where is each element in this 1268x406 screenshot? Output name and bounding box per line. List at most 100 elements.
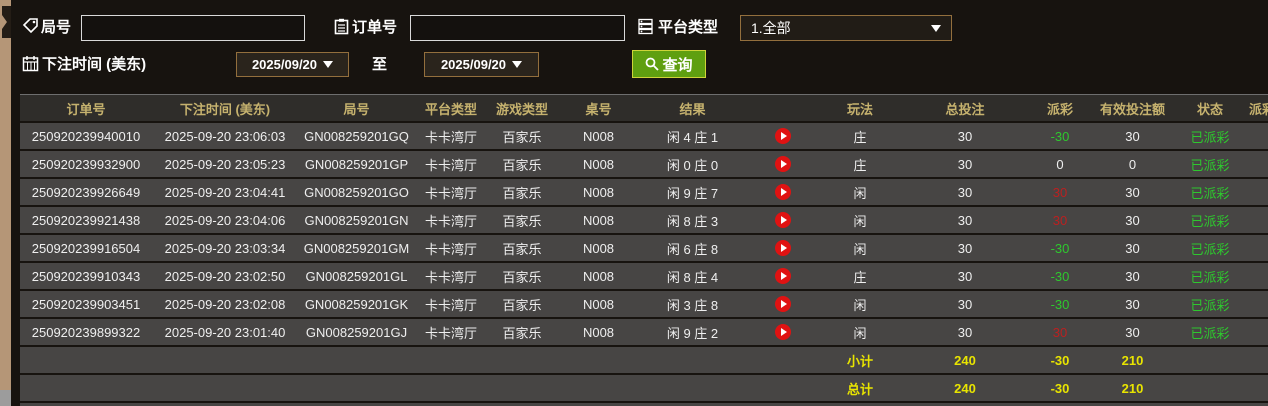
- cell-play-type: 庄: [853, 269, 867, 285]
- cell-total-bet: 30: [957, 240, 973, 256]
- play-icon: [780, 300, 787, 309]
- table-row[interactable]: 250920239926649 2025-09-20 23:04:41 GN0082…: [20, 179, 1268, 205]
- cell-bet-time: 2025-09-20 23:04:41: [164, 184, 286, 200]
- header-cell-1: 订单号: [66, 101, 106, 117]
- cell-platform: 卡卡湾厅: [424, 325, 477, 341]
- cell-valid-bet: 30: [1125, 128, 1140, 144]
- cell-table-no: N008: [582, 184, 615, 200]
- header-cell-6: 桌号: [585, 101, 612, 117]
- platform-type-label: 平台类型: [658, 19, 719, 36]
- cell-valid-bet: 30: [1125, 184, 1140, 200]
- play-video-button[interactable]: [774, 240, 791, 257]
- play-video-button[interactable]: [774, 296, 791, 313]
- cell-bet-time: 2025-09-20 23:01:40: [164, 324, 286, 340]
- cell-round-no: GN008259201GM: [303, 240, 410, 256]
- chevron-down-icon: [512, 61, 523, 68]
- cell-bet-time: 2025-09-20 23:06:03: [164, 128, 286, 144]
- play-video-button[interactable]: [774, 128, 791, 145]
- table-row[interactable]: 250920239940010 2025-09-20 23:06:03 GN0082…: [20, 123, 1268, 149]
- cell-platform: 卡卡湾厅: [424, 157, 477, 173]
- play-video-button[interactable]: [774, 184, 791, 201]
- chevron-down-icon: [931, 24, 941, 32]
- cell-round-no: GN008259201GN: [304, 212, 409, 228]
- table-row[interactable]: 250920239910343 2025-09-20 23:02:50 GN0082…: [20, 263, 1268, 289]
- table-row[interactable]: 250920239932900 2025-09-20 23:05:23 GN0082…: [20, 151, 1268, 177]
- cell-result: 闲 8 庄 3: [666, 213, 719, 229]
- header-cell-2: 下注时间 (美东): [179, 101, 271, 117]
- cell-video: [745, 324, 820, 341]
- cell-platform: 卡卡湾厅: [424, 129, 477, 145]
- date-from-value: 2025/09/20: [251, 57, 318, 72]
- cell-bet-time: 2025-09-20 23:05:23: [164, 156, 286, 172]
- subtotal-label: 小计: [846, 353, 873, 369]
- grand-total-total-bet: 240: [954, 380, 976, 396]
- grand-total-valid-bet: 210: [1121, 380, 1144, 396]
- grand-total-row: 总计 240 -30 210: [20, 375, 1268, 401]
- cell-status: 已派彩: [1190, 297, 1230, 313]
- cell-order-no: 250920239932900: [31, 156, 141, 172]
- cell-play-type: 闲: [853, 213, 867, 229]
- cell-table-no: N008: [582, 240, 615, 256]
- cell-total-bet: 30: [957, 128, 973, 144]
- cell-result: 闲 8 庄 4: [666, 269, 719, 285]
- cell-order-no: 250920239910343: [31, 268, 141, 284]
- platform-type-select[interactable]: 1.全部: [740, 15, 952, 41]
- cell-status: 已派彩: [1190, 129, 1230, 145]
- header-cell-5: 游戏类型: [495, 101, 548, 117]
- cell-valid-bet: 30: [1125, 240, 1140, 256]
- table-row[interactable]: 250920239903451 2025-09-20 23:02:08 GN0082…: [20, 291, 1268, 317]
- cell-total-bet: 30: [957, 324, 973, 340]
- play-video-button[interactable]: [774, 324, 791, 341]
- cell-round-no: GN008259201GP: [304, 156, 409, 172]
- cell-result: 闲 0 庄 0: [666, 157, 719, 173]
- table-row[interactable]: 250920239916504 2025-09-20 23:03:34 GN0082…: [20, 235, 1268, 261]
- header-cell-11: 派彩: [1046, 101, 1073, 117]
- cell-total-bet: 30: [957, 268, 973, 284]
- cell-status: 已派彩: [1190, 157, 1230, 173]
- play-icon: [780, 188, 787, 197]
- cell-valid-bet: 30: [1125, 212, 1140, 228]
- cell-table-no: N008: [582, 296, 615, 312]
- cell-game-type: 百家乐: [502, 297, 542, 313]
- cell-status: 已派彩: [1190, 241, 1230, 257]
- platform-type-value: 1.全部: [751, 20, 791, 36]
- order-no-input[interactable]: [410, 15, 625, 41]
- cell-game-type: 百家乐: [502, 185, 542, 201]
- play-video-button[interactable]: [774, 268, 791, 285]
- play-icon: [780, 328, 787, 337]
- table-row[interactable]: 250920239921438 2025-09-20 23:04:06 GN0082…: [20, 207, 1268, 233]
- play-video-button[interactable]: [774, 156, 791, 173]
- table-row[interactable]: 250920239899322 2025-09-20 23:01:40 GN0082…: [20, 319, 1268, 345]
- cell-result: 闲 4 庄 1: [666, 129, 719, 145]
- cell-play-type: 闲: [853, 241, 867, 257]
- round-no-input[interactable]: [81, 15, 305, 41]
- cell-video: [745, 296, 820, 313]
- play-icon: [780, 216, 787, 225]
- cell-valid-bet: 0: [1128, 156, 1137, 172]
- cell-video: [745, 212, 820, 229]
- cell-bet-time: 2025-09-20 23:04:06: [164, 212, 286, 228]
- grand-total-payout: -30: [1050, 380, 1070, 396]
- date-to-picker[interactable]: 2025/09/20: [424, 52, 539, 77]
- cell-total-bet: 30: [957, 184, 973, 200]
- cell-round-no: GN008259201GL: [305, 268, 408, 284]
- cell-result: 闲 6 庄 8: [666, 241, 719, 257]
- cell-play-type: 闲: [853, 325, 867, 341]
- cell-platform: 卡卡湾厅: [424, 269, 477, 285]
- query-button[interactable]: 查询: [632, 50, 706, 78]
- play-video-button[interactable]: [774, 212, 791, 229]
- date-from-picker[interactable]: 2025/09/20: [236, 52, 349, 77]
- filter-bar: 局号 订单号 平台类型 1.全部 下注时间 (美东) 2025/09/20 至 …: [11, 0, 1268, 94]
- cell-play-type: 庄: [853, 157, 867, 173]
- cell-total-bet: 30: [957, 212, 973, 228]
- cell-play-type: 闲: [853, 297, 867, 313]
- cell-valid-bet: 30: [1125, 268, 1140, 284]
- header-cell-3: 局号: [343, 101, 370, 117]
- play-icon: [780, 272, 787, 281]
- cell-platform: 卡卡湾厅: [424, 213, 477, 229]
- cell-total-bet: 30: [957, 296, 973, 312]
- cell-table-no: N008: [582, 212, 615, 228]
- cell-round-no: GN008259201GJ: [305, 324, 408, 340]
- cell-bet-time: 2025-09-20 23:03:34: [164, 240, 286, 256]
- left-panel-collapse-handle[interactable]: [0, 0, 11, 406]
